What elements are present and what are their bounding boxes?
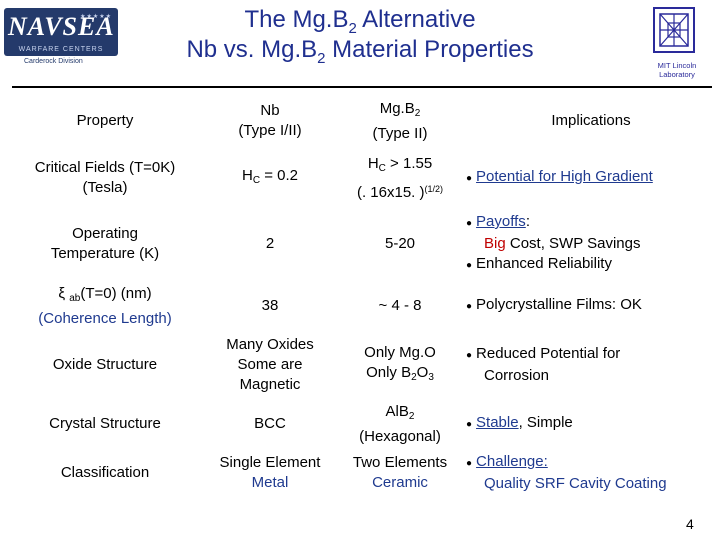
row-classification-mgb2: Two Elements Ceramic — [352, 454, 448, 491]
star-icon: ★★★★★ — [80, 14, 112, 20]
row-coherence-length-mgb2: ~ 4 - 8 — [378, 297, 422, 314]
slide-title-line1: The Mg.B2 Alternative — [244, 6, 476, 37]
mit-lincoln-caption: MIT Lincoln Laboratory — [657, 61, 697, 79]
row-coherence-length-implication: ● Polycrystalline Films: OK — [466, 296, 642, 313]
bullet-icon: ● — [466, 458, 473, 469]
navsea-logo: NAVSEA ★★★★★ WARFARE CENTERS Carderock D… — [4, 8, 118, 68]
bullet-icon: ● — [466, 419, 473, 430]
row-operating-temperature-mgb2: 5-20 — [384, 235, 416, 252]
row-crystal-structure-nb: BCC — [254, 415, 286, 432]
row-critical-fields-implication: ● Potential for High Gradient — [466, 168, 653, 185]
row-oxide-structure-nb: Many Oxides Some are Magnetic — [226, 336, 314, 393]
navsea-logo-badge: NAVSEA ★★★★★ WARFARE CENTERS — [4, 8, 118, 56]
row-crystal-structure-mgb2: AlB2 (Hexagonal) — [359, 402, 441, 445]
header-mgb2: Mg.B2 (Type II) — [372, 99, 428, 142]
bullet-icon: ● — [466, 260, 473, 271]
mit-lincoln-emblem-icon — [653, 7, 695, 53]
row-classification-property: Classification — [60, 464, 150, 481]
row-operating-temperature-nb: 2 — [265, 235, 275, 252]
header-property: Property — [76, 112, 134, 129]
mit-lincoln-logo: MIT Lincoln Laboratory — [640, 6, 714, 79]
row-oxide-structure-property: Oxide Structure — [52, 356, 158, 373]
row-crystal-structure-property: Crystal Structure — [49, 415, 161, 432]
row-oxide-structure-mgb2: Only Mg.O Only B2O3 — [364, 343, 436, 383]
page-number: 4 — [686, 516, 694, 532]
row-classification-implication: ● Challenge: Quality SRF Cavity Coating — [466, 453, 667, 492]
bullet-icon: ● — [466, 218, 473, 229]
header-implications: Implications — [551, 112, 631, 129]
row-operating-temperature-implication: ● Payoffs: Big Cost, SWP Savings ● Enhance… — [466, 213, 641, 272]
row-coherence-length-nb: 38 — [261, 297, 279, 314]
bullet-icon: ● — [466, 301, 473, 312]
header-nb: Nb (Type I/II) — [238, 102, 302, 139]
row-critical-fields-property: Critical Fields (T=0K) (Tesla) — [34, 159, 176, 196]
row-oxide-structure-implication: ● Reduced Potential for Corrosion — [466, 345, 621, 384]
row-classification-nb: Single Element Metal — [219, 454, 321, 491]
row-crystal-structure-implication: ● Stable, Simple — [466, 414, 573, 431]
row-operating-temperature-property: Operating Temperature (K) — [50, 225, 160, 262]
navsea-division: Carderock Division — [24, 58, 83, 65]
row-coherence-length-property: ξ ab(T=0) (nm) (Coherence Length) — [38, 284, 172, 327]
row-critical-fields-nb: HC = 0.2 — [241, 166, 299, 186]
header-divider — [12, 86, 712, 88]
row-critical-fields-mgb2: HC > 1.55 (. 16x15. )(1/2) — [356, 154, 444, 201]
navsea-logo-subtitle: WARFARE CENTERS — [18, 46, 104, 53]
navsea-logo-text: NAVSEA — [8, 12, 115, 41]
slide-title-line2: Nb vs. Mg.B2 Material Properties — [186, 36, 534, 67]
bullet-icon: ● — [466, 173, 473, 184]
bullet-icon: ● — [466, 350, 473, 361]
